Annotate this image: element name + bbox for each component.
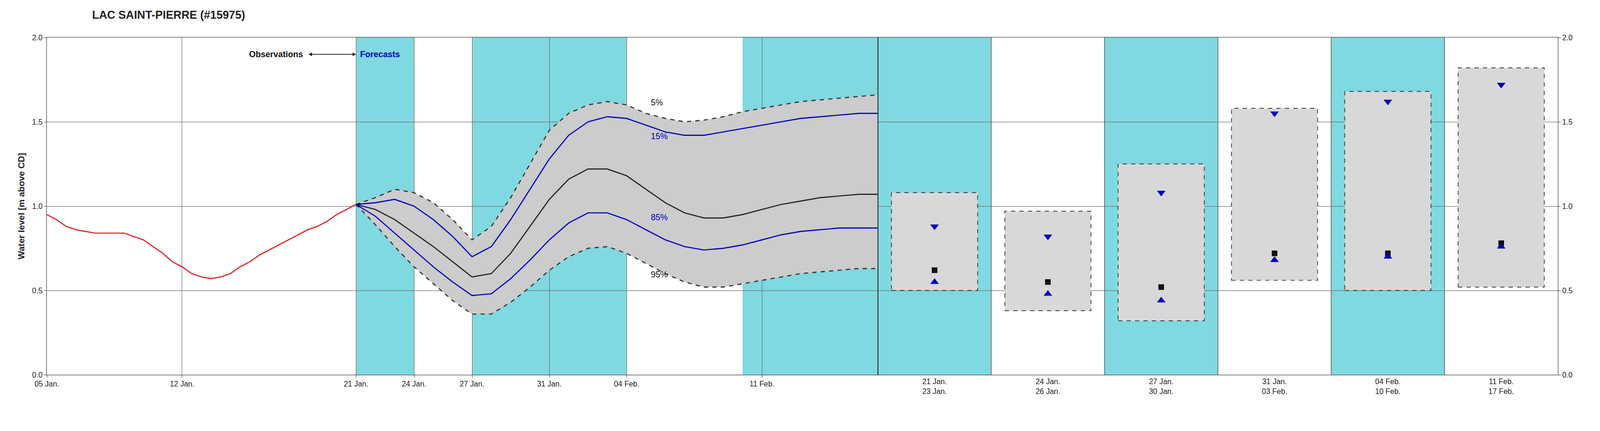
svg-text:12 Jan.: 12 Jan.: [169, 379, 195, 388]
svg-text:95%: 95%: [650, 269, 668, 280]
svg-text:1.5: 1.5: [1562, 117, 1573, 126]
svg-text:04 Feb.: 04 Feb.: [613, 379, 640, 388]
svg-text:21 Jan.: 21 Jan.: [343, 379, 369, 388]
svg-text:1.0: 1.0: [1562, 202, 1573, 211]
svg-text:04 Feb.10 Feb.: 04 Feb.10 Feb.: [1375, 377, 1401, 396]
svg-text:0.5: 0.5: [32, 286, 43, 295]
svg-text:05 Jan.: 05 Jan.: [34, 379, 59, 388]
svg-text:2.0: 2.0: [1562, 33, 1573, 42]
svg-text:11 Feb.17 Feb.: 11 Feb.17 Feb.: [1488, 377, 1514, 396]
svg-text:0.0: 0.0: [32, 370, 43, 379]
svg-text:Water level [m above CD]: Water level [m above CD]: [16, 152, 27, 259]
svg-text:85%: 85%: [650, 212, 668, 222]
svg-text:21 Jan.23 Jan.: 21 Jan.23 Jan.: [922, 377, 947, 396]
svg-text:31 Jan.: 31 Jan.: [537, 379, 562, 388]
svg-text:1.5: 1.5: [32, 117, 43, 126]
svg-text:LAC SAINT-PIERRE (#15975): LAC SAINT-PIERRE (#15975): [92, 8, 246, 22]
svg-text:11 Feb.: 11 Feb.: [749, 379, 775, 388]
svg-text:31 Jan.03 Feb.: 31 Jan.03 Feb.: [1261, 377, 1288, 396]
svg-text:15%: 15%: [650, 131, 668, 141]
svg-text:24 Jan.26 Jan.: 24 Jan.26 Jan.: [1035, 377, 1061, 396]
svg-text:0.0: 0.0: [1562, 370, 1573, 379]
svg-text:2.0: 2.0: [32, 33, 43, 42]
svg-text:24 Jan.: 24 Jan.: [401, 379, 427, 388]
svg-text:27 Jan.: 27 Jan.: [459, 379, 485, 388]
svg-text:Observations: Observations: [249, 49, 303, 59]
svg-text:5%: 5%: [650, 97, 664, 108]
svg-text:27 Jan.30 Jan.: 27 Jan.30 Jan.: [1149, 377, 1174, 396]
svg-text:Forecasts: Forecasts: [360, 49, 400, 59]
svg-text:1.0: 1.0: [32, 202, 43, 211]
svg-text:0.5: 0.5: [1562, 286, 1573, 295]
